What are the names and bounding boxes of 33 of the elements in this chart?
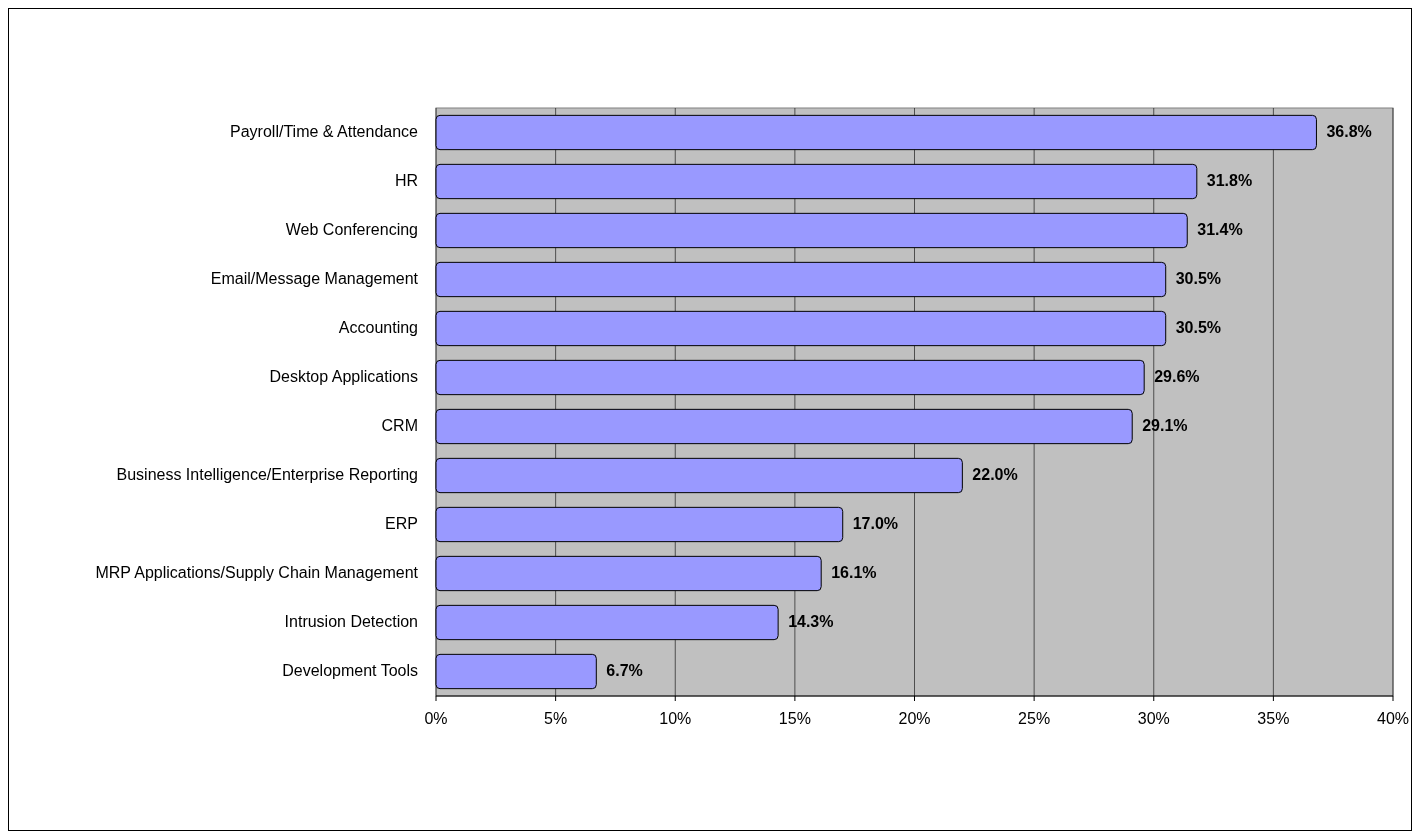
y-tick-label: Intrusion Detection <box>284 612 418 630</box>
x-tick-label: 35% <box>1257 710 1290 727</box>
data-label: 14.3% <box>788 612 834 630</box>
y-tick-label: HR <box>394 171 418 189</box>
x-tick-label: 30% <box>1137 710 1170 727</box>
data-label: 22.0% <box>972 465 1018 483</box>
data-label: 16.1% <box>831 563 877 581</box>
data-label: 31.8% <box>1206 171 1253 189</box>
x-tick-label: 5% <box>544 710 568 727</box>
y-tick-label: Desktop Applications <box>269 367 418 385</box>
y-tick-label: Accounting <box>338 318 418 336</box>
x-tick-label: 25% <box>1018 710 1051 727</box>
data-label: 36.8% <box>1326 122 1372 140</box>
data-label: 29.6% <box>1154 367 1200 385</box>
x-tick-label: 0% <box>424 710 448 727</box>
x-tick-label: 40% <box>1376 710 1410 727</box>
y-tick-label: MRP Applications/Supply Chain Management <box>95 563 419 581</box>
data-label: 30.5% <box>1175 269 1222 287</box>
y-tick-label: Email/Message Management <box>210 269 419 287</box>
x-tick-label: 20% <box>898 710 931 727</box>
data-label: 31.4% <box>1197 220 1243 238</box>
y-tick-label: CRM <box>381 416 418 434</box>
x-tick-label: 15% <box>778 710 811 727</box>
data-label: 17.0% <box>852 514 899 532</box>
y-tick-label: ERP <box>385 514 418 532</box>
x-tick-label: 10% <box>659 710 692 727</box>
data-label: 29.1% <box>1142 416 1188 434</box>
y-tick-label: Development Tools <box>282 661 418 679</box>
y-tick-label: Payroll/Time & Attendance <box>230 122 419 140</box>
data-label: 6.7% <box>606 661 643 679</box>
data-label: 30.5% <box>1175 318 1222 336</box>
y-tick-label: Web Conferencing <box>285 220 418 238</box>
y-tick-label: Business Intelligence/Enterprise Reporting <box>116 465 418 483</box>
